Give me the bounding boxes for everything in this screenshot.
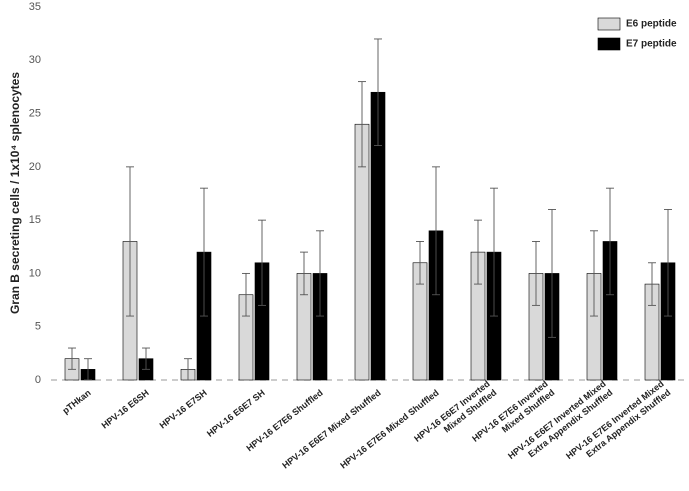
error-bar (474, 219, 482, 285)
y-tick-label: 5 (35, 321, 41, 333)
error-bar (84, 358, 92, 381)
y-tick-label: 35 (29, 1, 41, 13)
error-bar (142, 347, 150, 370)
x-tick-label: HPV-16 E7SH (158, 388, 209, 431)
x-tick-label: HPV-16 E6SH (100, 388, 151, 431)
y-tick-label: 20 (29, 161, 41, 173)
error-bar (126, 166, 134, 317)
x-tick-label: pTHkan (61, 388, 93, 416)
error-bar (258, 219, 266, 306)
error-bar (664, 209, 672, 317)
y-tick-label: 0 (35, 374, 41, 386)
error-bar (532, 241, 540, 306)
x-tick-label: HPV-16 E6E7 Inverted MixedExtra Appendix… (506, 379, 614, 470)
x-tick-label: HPV-16 E6E7 SH (205, 388, 267, 439)
legend-label: E6 peptide (626, 19, 677, 30)
error-bar (490, 187, 498, 317)
y-axis-label: Gran B secreting cells / 1x10⁴ splenocyt… (8, 72, 22, 314)
legend-label: E7 peptide (626, 39, 677, 50)
legend-swatch (597, 37, 621, 51)
error-bar (648, 262, 656, 306)
error-bar (416, 241, 424, 285)
x-tick-label: HPV-16 E7E6 Inverted MixedExtra Appendix… (564, 379, 672, 470)
y-tick-label: 15 (29, 214, 41, 226)
error-bar (68, 347, 76, 370)
error-bar (590, 230, 598, 317)
y-tick-label: 25 (29, 107, 41, 119)
legend-swatch (597, 17, 621, 31)
y-tick-label: 10 (29, 267, 41, 279)
error-bar (242, 272, 250, 317)
error-bar (200, 187, 208, 317)
y-tick-label: 30 (29, 54, 41, 66)
error-bar (358, 81, 366, 168)
error-bar (300, 251, 308, 296)
x-tick-label: HPV-16 E6E7 InvertedMixed Shuffled (412, 379, 498, 453)
error-bar (548, 209, 556, 338)
x-tick-label: HPV-16 E6E7 Mixed Shuffled (280, 388, 382, 471)
error-bar (432, 166, 440, 296)
error-bar (316, 230, 324, 317)
error-bar (606, 187, 614, 296)
error-bar (374, 38, 382, 146)
error-bar (184, 358, 192, 381)
